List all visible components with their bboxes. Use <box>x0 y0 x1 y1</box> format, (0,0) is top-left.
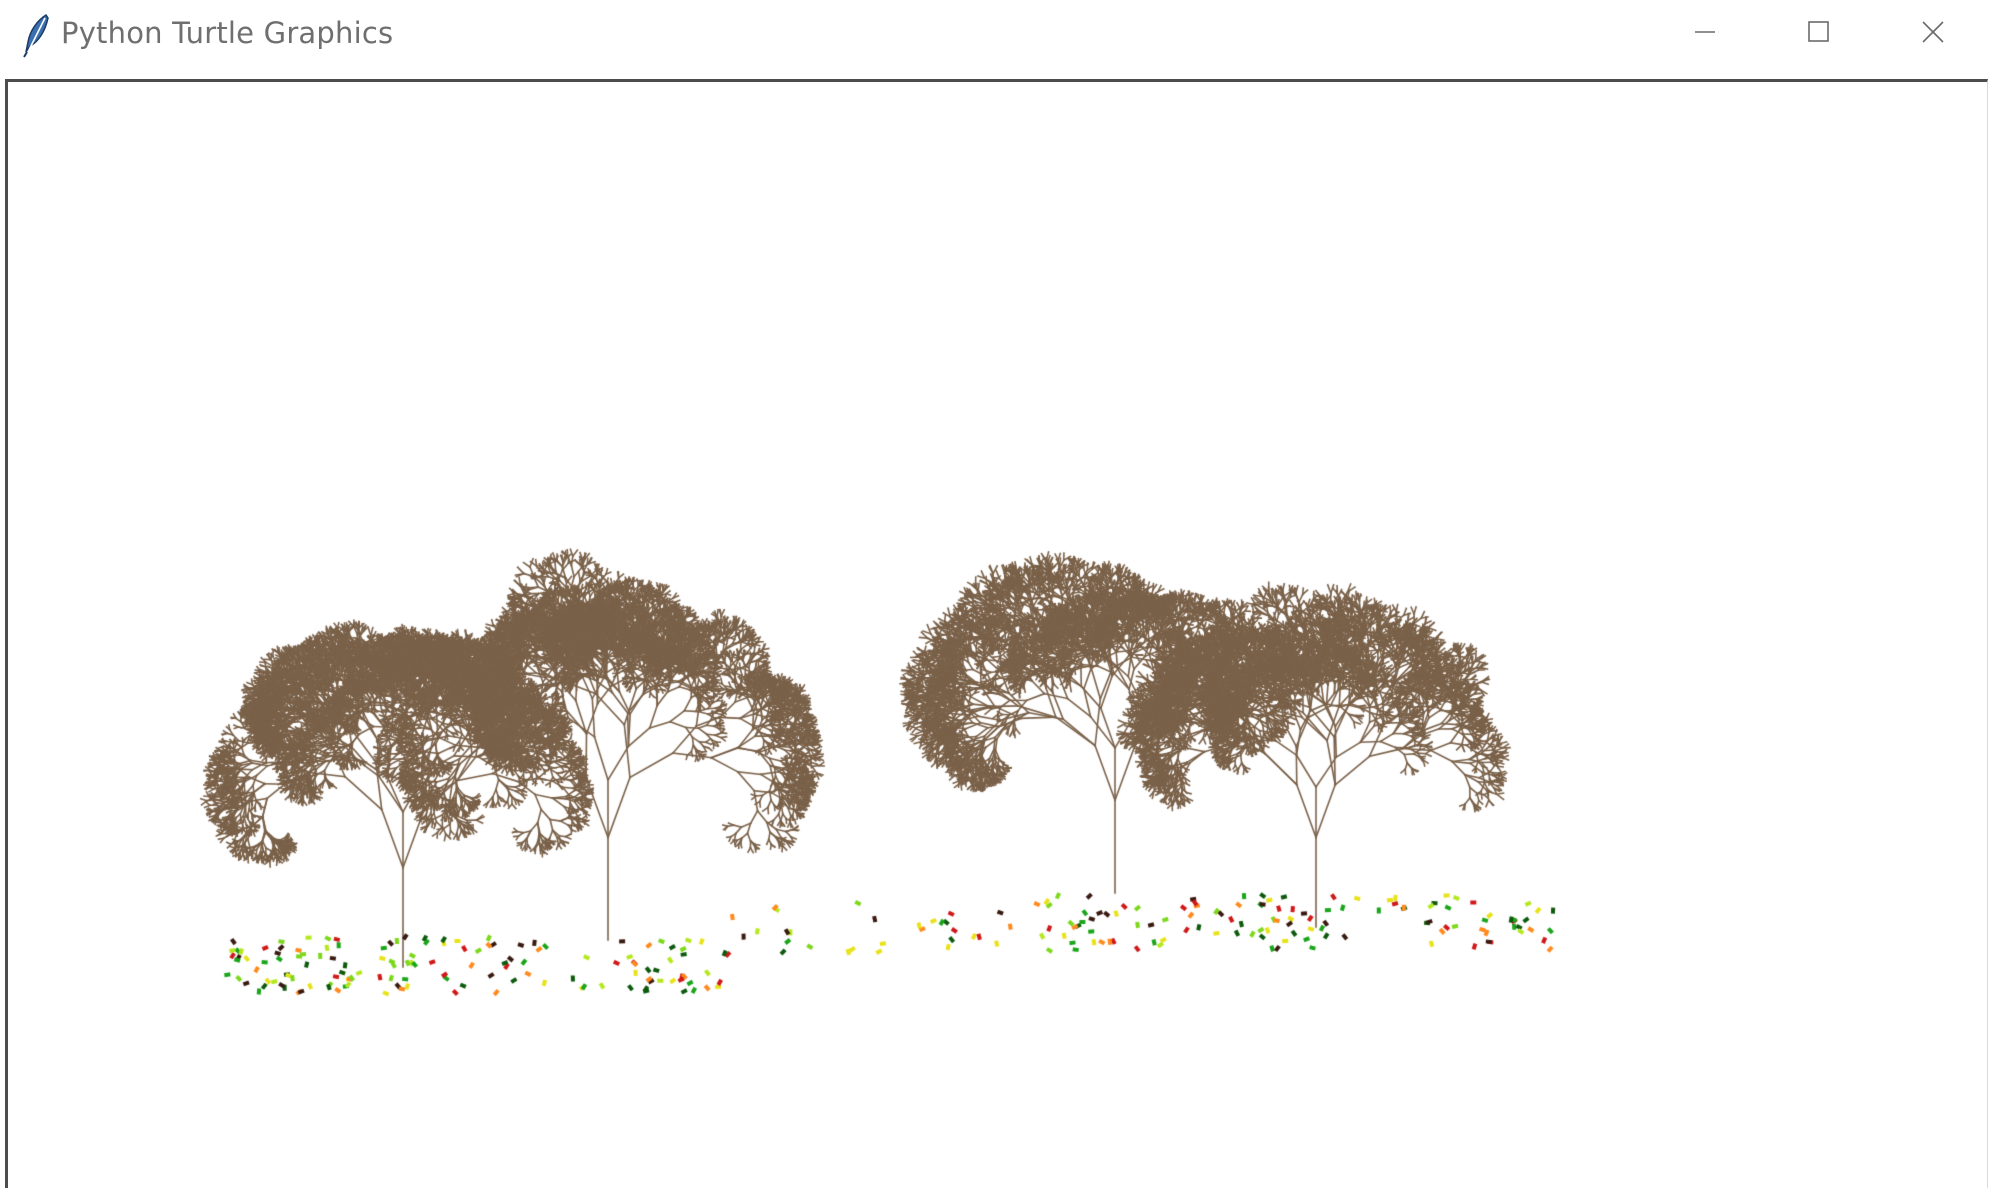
feather-icon <box>18 12 58 58</box>
title-bar: Python Turtle Graphics <box>0 0 1993 72</box>
maximize-button[interactable] <box>1762 0 1876 64</box>
turtle-canvas-frame <box>5 79 1989 1188</box>
maximize-icon <box>1808 21 1829 42</box>
minimize-icon <box>1695 31 1715 33</box>
close-icon <box>1922 21 1944 43</box>
turtle-drawing-canvas[interactable] <box>11 85 1989 1188</box>
minimize-button[interactable] <box>1648 0 1762 64</box>
window-title: Python Turtle Graphics <box>61 16 394 50</box>
window-border <box>0 72 1993 80</box>
close-button[interactable] <box>1876 0 1990 64</box>
